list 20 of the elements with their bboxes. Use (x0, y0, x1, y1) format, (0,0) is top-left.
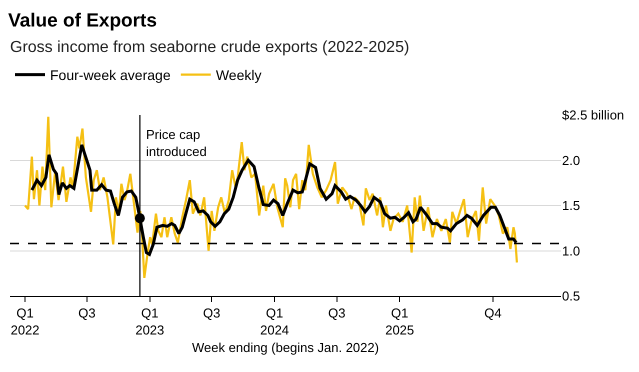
y-tick-label: 1.5 (562, 198, 580, 214)
ref-line-label: Price cap introduced (146, 127, 207, 159)
y-tick-label: 1.0 (562, 243, 580, 258)
x-tick-label: Q1 2025 (385, 306, 414, 338)
y-tick-label: 2.0 (562, 152, 580, 168)
x-tick-label: Q1 2023 (135, 306, 164, 338)
x-tick-label: Q1 2022 (10, 306, 40, 338)
x-tick-label: Q1 2024 (260, 306, 290, 338)
x-axis-title: Week ending (begins Jan. 2022) (192, 340, 379, 356)
y-tick-label: 0.5 (562, 288, 580, 304)
y-tick-label: $2.5 billion (562, 108, 624, 123)
chart-subtitle: Gross income from seaborne crude exports (2022-2025) (10, 39, 410, 56)
legend-label: Weekly (216, 67, 262, 84)
x-tick-label: Q3 (328, 306, 346, 321)
x-tick-label: Q4 (484, 306, 502, 321)
legend-label: Four-week average (50, 67, 171, 84)
line-series (24, 116, 518, 279)
chart-title: Value of Exports (8, 10, 157, 32)
x-tick-label: Q3 (78, 306, 96, 321)
x-tick-label: Q3 (203, 306, 220, 321)
